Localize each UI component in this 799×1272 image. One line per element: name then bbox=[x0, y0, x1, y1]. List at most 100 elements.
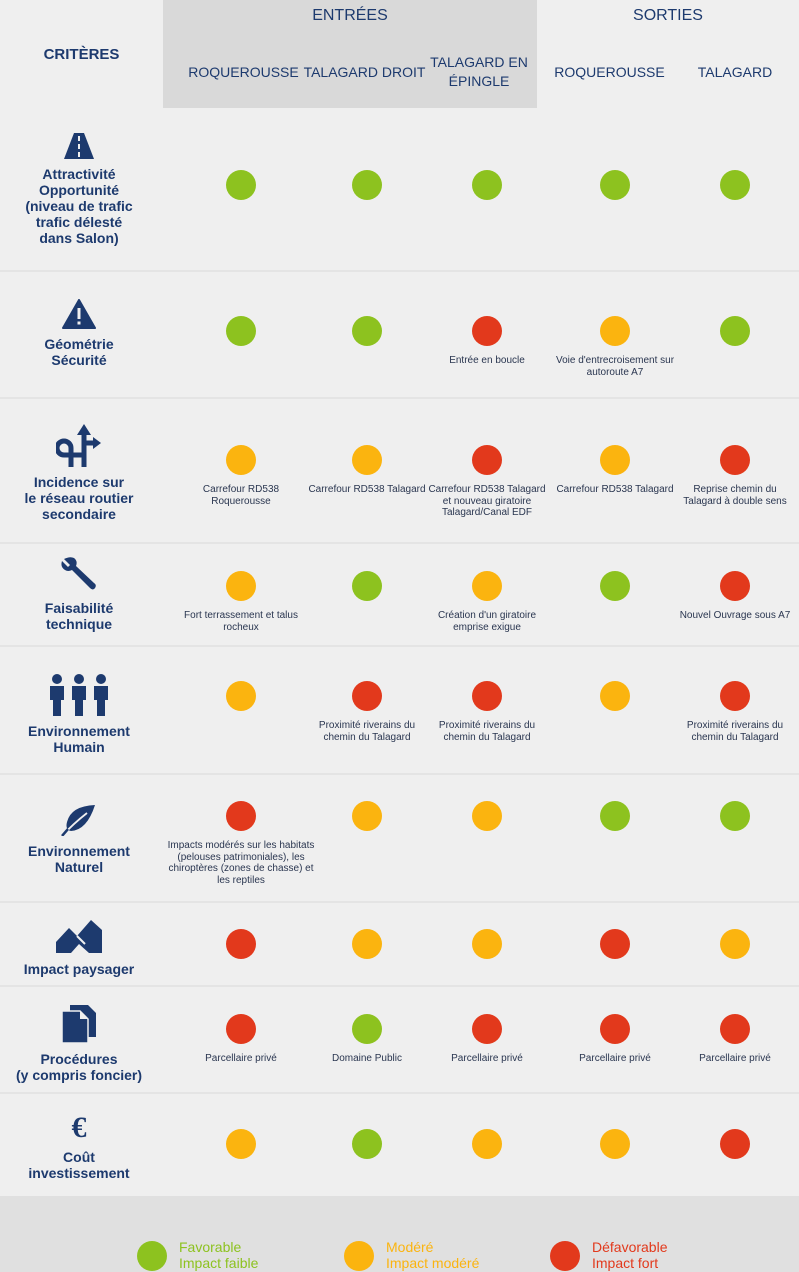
cell-note: Proximité riverains du chemin du Talagar… bbox=[318, 720, 416, 743]
exits-group-header: SORTIES ROQUEROUSSE TALAGARD bbox=[537, 0, 799, 108]
road-network-icon bbox=[0, 423, 158, 470]
criterion-label: Environnement Humain bbox=[0, 674, 158, 755]
legend-label: Défavorable Impact fort bbox=[592, 1239, 668, 1271]
criterion-label-line: Attractivité bbox=[42, 166, 116, 182]
criterion-label: Faisabilité technique bbox=[0, 557, 158, 632]
cell-note: Nouvel Ouvrage sous A7 bbox=[679, 610, 791, 621]
rating-dot-red bbox=[720, 681, 750, 711]
cell-note: Proximité riverains du chemin du Talagar… bbox=[438, 720, 536, 743]
criterion-label-line: Procédures bbox=[40, 1051, 118, 1067]
rating-dot-green bbox=[720, 170, 750, 200]
legend-label-impact: Impact modéré bbox=[386, 1255, 480, 1271]
column-header-talagard-exit: TALAGARD bbox=[697, 63, 773, 80]
exits-title: SORTIES bbox=[633, 7, 703, 24]
cell-note: Carrefour RD538 Talagard bbox=[556, 484, 674, 495]
table-row: Environnement Humain Proximité riverains d… bbox=[0, 645, 799, 775]
rating-dot-green bbox=[352, 316, 382, 346]
rating-dot-orange bbox=[600, 681, 630, 711]
rating-dot-red bbox=[226, 1014, 256, 1044]
criterion-label-line: le réseau routier bbox=[24, 490, 134, 506]
rating-dot-green bbox=[600, 801, 630, 831]
column-header-roquerousse-entry: ROQUEROUSSE bbox=[188, 63, 299, 80]
column-header-roquerousse-exit: ROQUEROUSSE bbox=[554, 63, 665, 80]
rating-dot-orange bbox=[226, 571, 256, 601]
criterion-label: Environnement Naturel bbox=[0, 804, 158, 875]
cell-note: Domaine Public bbox=[331, 1053, 403, 1064]
cell-note: Voie d'entrecroisement sur autoroute A7 bbox=[555, 355, 675, 378]
rating-dot-orange bbox=[226, 1129, 256, 1159]
criterion-label-line: Naturel bbox=[54, 859, 104, 875]
cell-note: Parcellaire privé bbox=[579, 1053, 651, 1064]
rating-dot-orange bbox=[472, 571, 502, 601]
cell-note: Parcellaire privé bbox=[451, 1053, 523, 1064]
criterion-label-line: (niveau de trafic bbox=[25, 198, 133, 214]
rating-dot-green bbox=[600, 571, 630, 601]
criterion-label-line: Impact paysager bbox=[23, 961, 135, 977]
rating-dot-green bbox=[720, 316, 750, 346]
rating-dot-orange bbox=[226, 681, 256, 711]
entries-title: ENTRÉES bbox=[312, 7, 388, 24]
rating-dot-orange bbox=[352, 801, 382, 831]
legend-label: Favorable Impact faible bbox=[179, 1239, 258, 1271]
rating-dot-orange bbox=[472, 929, 502, 959]
rating-dot-red bbox=[352, 681, 382, 711]
table-row: Géométrie Sécurité Entrée en boucle Voie d'… bbox=[0, 270, 799, 399]
rating-dot-orange bbox=[472, 1129, 502, 1159]
table-row: Faisabilité technique Fort terrassement et… bbox=[0, 542, 799, 647]
table-row: Procédures (y compris foncier) Parcellaire… bbox=[0, 985, 799, 1094]
cell-note: Reprise chemin du Talagard à double sens bbox=[683, 484, 787, 507]
rating-dot-green bbox=[472, 170, 502, 200]
warning-icon bbox=[0, 299, 158, 332]
criterion-label-line: Sécurité bbox=[51, 352, 107, 368]
rating-dot-green bbox=[352, 170, 382, 200]
rating-dot-orange bbox=[720, 929, 750, 959]
rating-dot-orange bbox=[600, 316, 630, 346]
rating-dot-green bbox=[352, 1129, 382, 1159]
criterion-label: Procédures (y compris foncier) bbox=[0, 1004, 158, 1083]
cell-note: Carrefour RD538 Roquerousse bbox=[202, 484, 280, 507]
rating-dot-red bbox=[226, 801, 256, 831]
rating-dot-orange bbox=[600, 445, 630, 475]
cell-note: Fort terrassement et talus rocheux bbox=[184, 610, 298, 633]
cell-note: Création d'un giratoire emprise exigue bbox=[437, 610, 537, 633]
cell-note: Carrefour RD538 Talagard bbox=[308, 484, 426, 495]
rating-dot-orange bbox=[472, 801, 502, 831]
rating-dot-orange bbox=[352, 929, 382, 959]
cell-note: Proximité riverains du chemin du Talagar… bbox=[686, 720, 784, 743]
criterion-label: € Coût investissement bbox=[0, 1111, 158, 1181]
rating-dot-red bbox=[472, 681, 502, 711]
rating-dot-red bbox=[472, 445, 502, 475]
criterion-label-line: technique bbox=[45, 616, 113, 632]
leaf-icon bbox=[0, 804, 158, 839]
documents-icon bbox=[0, 1004, 158, 1047]
cell-note: Entrée en boucle bbox=[449, 355, 525, 366]
criterion-label-line: Environnement bbox=[28, 843, 130, 859]
cell-note: Impacts modérés sur les habitats (pelous… bbox=[167, 840, 315, 886]
rating-dot-red bbox=[226, 929, 256, 959]
rating-dot-green bbox=[720, 801, 750, 831]
criterion-label: Incidence sur le réseau routier secondaire bbox=[0, 423, 158, 522]
criterion-label-line: trafic délesté bbox=[35, 214, 123, 230]
table-row: Environnement Naturel Impacts modérés sur … bbox=[0, 773, 799, 903]
legend-dot-orange bbox=[344, 1241, 374, 1271]
rating-dot-red bbox=[720, 571, 750, 601]
rating-dot-red bbox=[600, 929, 630, 959]
criterion-label-line: Environnement bbox=[28, 723, 130, 739]
criteria-header: CRITÈRES bbox=[43, 45, 120, 63]
cell-note: Parcellaire privé bbox=[205, 1053, 277, 1064]
road-icon bbox=[0, 133, 158, 162]
table-row: Attractivité Opportunité (niveau de trafic… bbox=[0, 108, 799, 270]
rating-dot-red bbox=[472, 1014, 502, 1044]
rating-dot-red bbox=[720, 445, 750, 475]
criterion-label-line: dans Salon) bbox=[39, 230, 119, 246]
rating-dot-red bbox=[720, 1129, 750, 1159]
column-header-talagard-epingle: TALAGARD EN ÉPINGLE bbox=[430, 54, 528, 89]
legend-label: Modéré Impact modéré bbox=[386, 1239, 479, 1271]
legend-dot-green bbox=[137, 1241, 167, 1271]
criterion-label-line: Incidence sur bbox=[33, 474, 125, 490]
legend-dot-red bbox=[550, 1241, 580, 1271]
rating-dot-green bbox=[352, 1014, 382, 1044]
table-row: € Coût investissement bbox=[0, 1092, 799, 1198]
rating-dot-green bbox=[226, 170, 256, 200]
legend-label-impact: Impact fort bbox=[592, 1255, 659, 1271]
